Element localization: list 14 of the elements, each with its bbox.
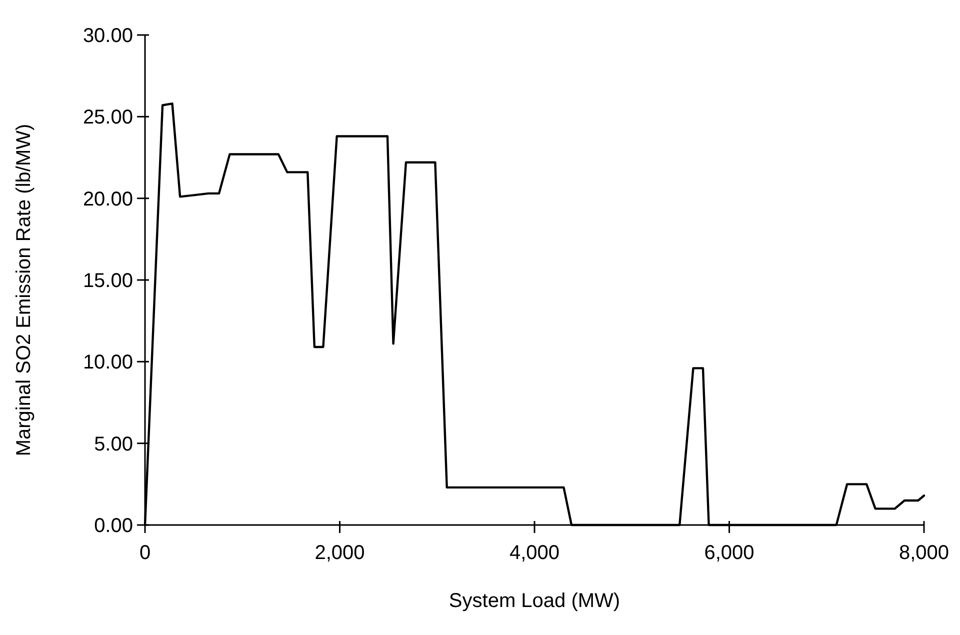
y-tick-label: 0.00 [94,515,133,537]
y-tick-label: 30.00 [82,25,133,47]
x-tick-label: 2,000 [314,542,365,564]
y-tick-label: 25.00 [82,106,133,129]
y-tick-label: 5.00 [94,433,133,456]
y-tick-label: 20.00 [82,188,133,210]
x-axis-title: System Load (MW) [448,590,620,612]
y-axis-title: Marginal SO2 Emission Rate (lb/MW) [13,124,35,456]
x-tick-label: 6,000 [704,542,754,564]
y-tick-label: 10.00 [82,352,133,374]
x-tick-label: 0 [139,542,151,564]
x-tick-label: 8,000 [898,542,950,564]
x-tick-label: 4,000 [509,542,560,564]
y-tick-label: 15.00 [82,270,133,292]
